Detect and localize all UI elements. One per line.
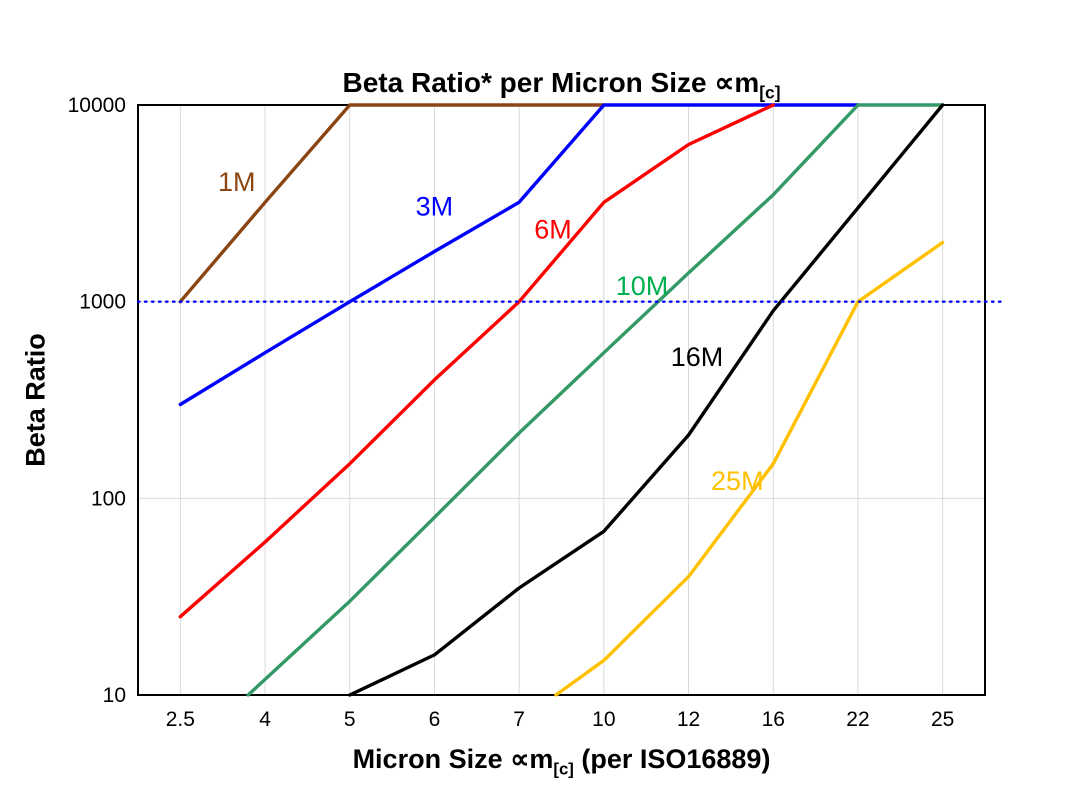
y-tick-label: 10000 bbox=[68, 94, 126, 117]
x-axis-title-subscript: [c] bbox=[553, 759, 574, 779]
series-label-25M: 25M bbox=[711, 466, 764, 496]
series-label-16M: 16M bbox=[671, 342, 724, 372]
x-axis-title: Micron Size ∝m[c] (per ISO16889) bbox=[138, 744, 985, 779]
x-axis-title-text: Micron Size bbox=[352, 744, 511, 774]
series-line-25M bbox=[554, 240, 945, 697]
x-tick-label: 16 bbox=[762, 708, 785, 731]
series-line-3M bbox=[178, 103, 860, 407]
x-tick-label: 5 bbox=[344, 708, 356, 731]
y-tick-label: 10 bbox=[103, 684, 126, 707]
x-tick-label: 10 bbox=[592, 708, 615, 731]
series-line-6M bbox=[178, 103, 775, 619]
series-label-3M: 3M bbox=[416, 191, 454, 221]
chart-title: Beta Ratio* per Micron Size ∝m[c] bbox=[138, 66, 985, 104]
x-tick-label: 6 bbox=[429, 708, 441, 731]
x-tick-label: 22 bbox=[846, 708, 869, 731]
x-axis-title-suffix: (per ISO16889) bbox=[573, 744, 771, 774]
series-line-10M bbox=[246, 103, 945, 697]
chart-title-text: Beta Ratio* per Micron Size bbox=[342, 67, 715, 98]
series-line-1M bbox=[178, 103, 606, 304]
x-tick-label: 25 bbox=[931, 708, 954, 731]
x-tick-label: 2.5 bbox=[166, 708, 195, 731]
series-label-1M: 1M bbox=[218, 167, 256, 197]
series-label-6M: 6M bbox=[534, 214, 572, 244]
x-tick-label: 4 bbox=[259, 708, 271, 731]
series-label-10M: 10M bbox=[616, 271, 669, 301]
x-tick-label: 7 bbox=[513, 708, 525, 731]
chart-title-symbol: ∝m bbox=[714, 67, 760, 98]
y-tick-label: 1000 bbox=[79, 291, 126, 314]
x-axis-title-symbol: ∝m bbox=[510, 744, 554, 774]
x-tick-label: 12 bbox=[677, 708, 700, 731]
series-line-16M bbox=[348, 103, 945, 697]
y-tick-label: 100 bbox=[91, 487, 126, 510]
chart-title-subscript: [c] bbox=[759, 82, 781, 103]
